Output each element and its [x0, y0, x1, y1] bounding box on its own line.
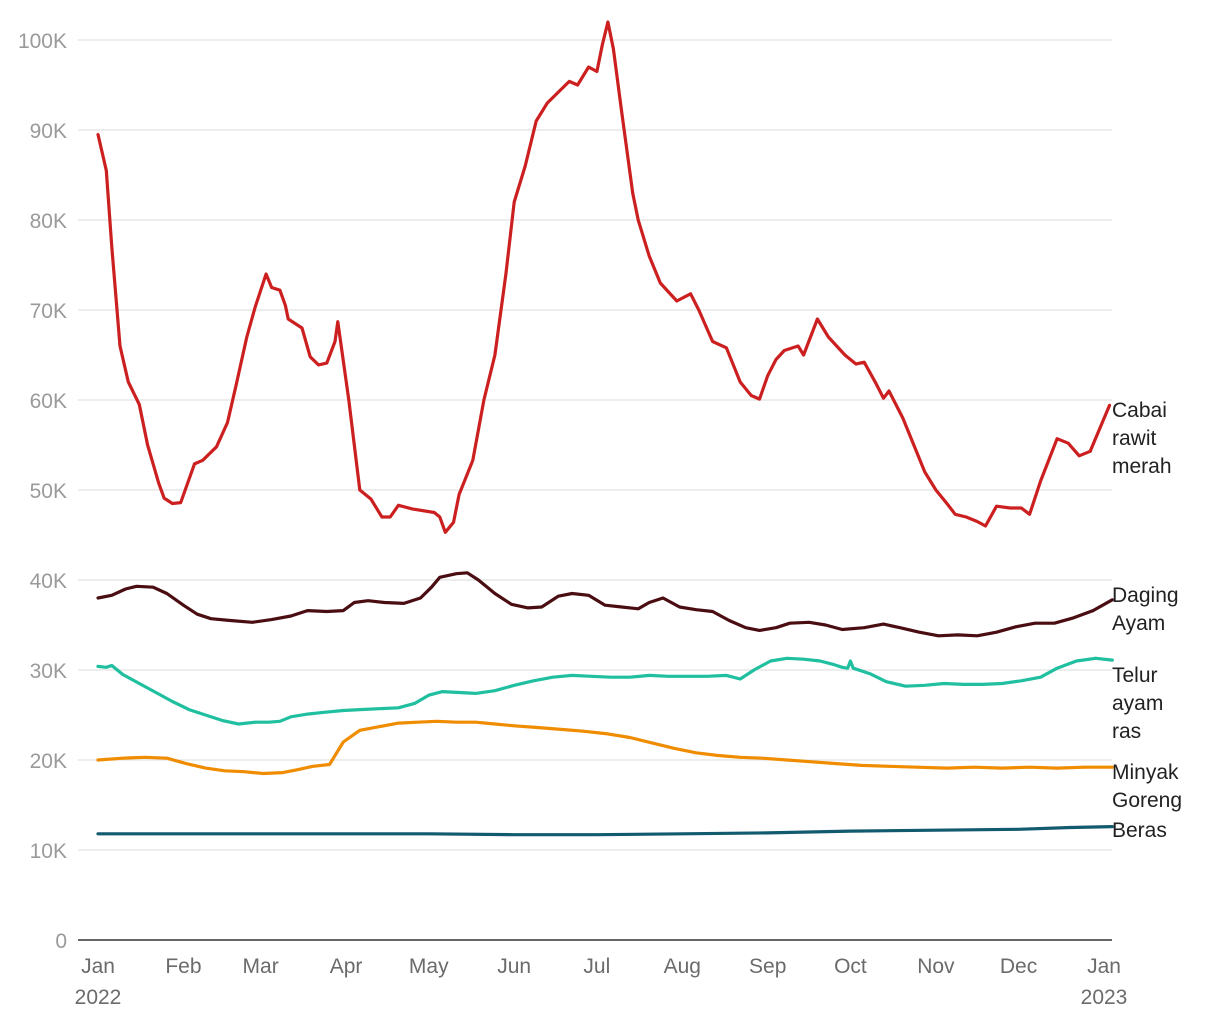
x-tick-label: Dec	[1000, 955, 1037, 978]
series-line-telur-ayam-ras	[96, 656, 1098, 726]
y-tick-label: 20K	[30, 750, 67, 773]
series-label-daging-ayam: Daging	[1112, 584, 1179, 607]
series-label-telur-ayam-ras: ras	[1112, 720, 1141, 743]
y-axis-ticks: 0 10K 20K 30K 40K 50K 60K 70K 80K 90K 100K	[18, 30, 67, 953]
series-label-telur-ayam-ras: Telur	[1112, 664, 1158, 687]
y-tick-label: 40K	[30, 570, 67, 593]
y-tick-label: 30K	[30, 660, 67, 683]
y-tick-label: 10K	[30, 840, 67, 863]
series-line-tail-cabai-rawit-merah	[1088, 403, 1112, 453]
series-label-cabai-rawit-merah: merah	[1112, 455, 1172, 478]
series-labels: Cabai rawit merah Daging Ayam Telur ayam ras Min…	[1112, 399, 1182, 842]
series-label-beras: Beras	[1112, 819, 1167, 842]
series-label-daging-ayam: Ayam	[1112, 612, 1165, 635]
series-line-cabai-rawit-merah	[96, 20, 1092, 534]
x-tick-year-label: 2022	[75, 986, 122, 1009]
x-tick-label: May	[409, 955, 449, 978]
x-axis-ticks: Jan 2022 Feb Mar Apr May Jun Jul Aug Sep Oct Nov Dec…	[75, 955, 1128, 1009]
y-tick-label: 60K	[30, 390, 67, 413]
y-tick-label: 80K	[30, 210, 67, 233]
x-tick-label: Sep	[749, 955, 786, 978]
series-label-cabai-rawit-merah: Cabai	[1112, 399, 1167, 422]
series-label-cabai-rawit-merah: rawit	[1112, 427, 1157, 450]
x-tick-label: Nov	[917, 955, 955, 978]
y-tick-label: 90K	[30, 120, 67, 143]
y-tick-label: 0	[55, 930, 67, 953]
x-tick-label: Jan	[81, 955, 115, 978]
series-label-minyak-goreng: Goreng	[1112, 789, 1182, 812]
gridlines	[78, 39, 1112, 851]
series-line-tail-beras	[1069, 825, 1114, 830]
x-tick-label: Apr	[330, 955, 363, 978]
x-tick-label: Jun	[497, 955, 531, 978]
series-line-daging-ayam	[96, 571, 1095, 638]
series-line-tail-telur-ayam-ras	[1094, 656, 1114, 662]
x-tick-label: Jul	[583, 955, 610, 978]
x-tick-label: Oct	[834, 955, 867, 978]
y-tick-label: 50K	[30, 480, 67, 503]
x-tick-label: Aug	[664, 955, 701, 978]
x-tick-label: Jan	[1087, 955, 1121, 978]
x-tick-year-label: 2023	[1081, 986, 1128, 1009]
series-lines	[96, 20, 1114, 837]
y-tick-label: 70K	[30, 300, 67, 323]
series-line-minyak-goreng	[96, 719, 1087, 776]
x-tick-label: Mar	[243, 955, 279, 978]
series-line-tail-daging-ayam	[1091, 598, 1114, 613]
series-label-telur-ayam-ras: ayam	[1112, 692, 1163, 715]
series-line-beras	[96, 825, 1073, 837]
x-tick-label: Feb	[165, 955, 201, 978]
series-label-minyak-goreng: Minyak	[1112, 761, 1179, 784]
y-tick-label: 100K	[18, 30, 67, 53]
